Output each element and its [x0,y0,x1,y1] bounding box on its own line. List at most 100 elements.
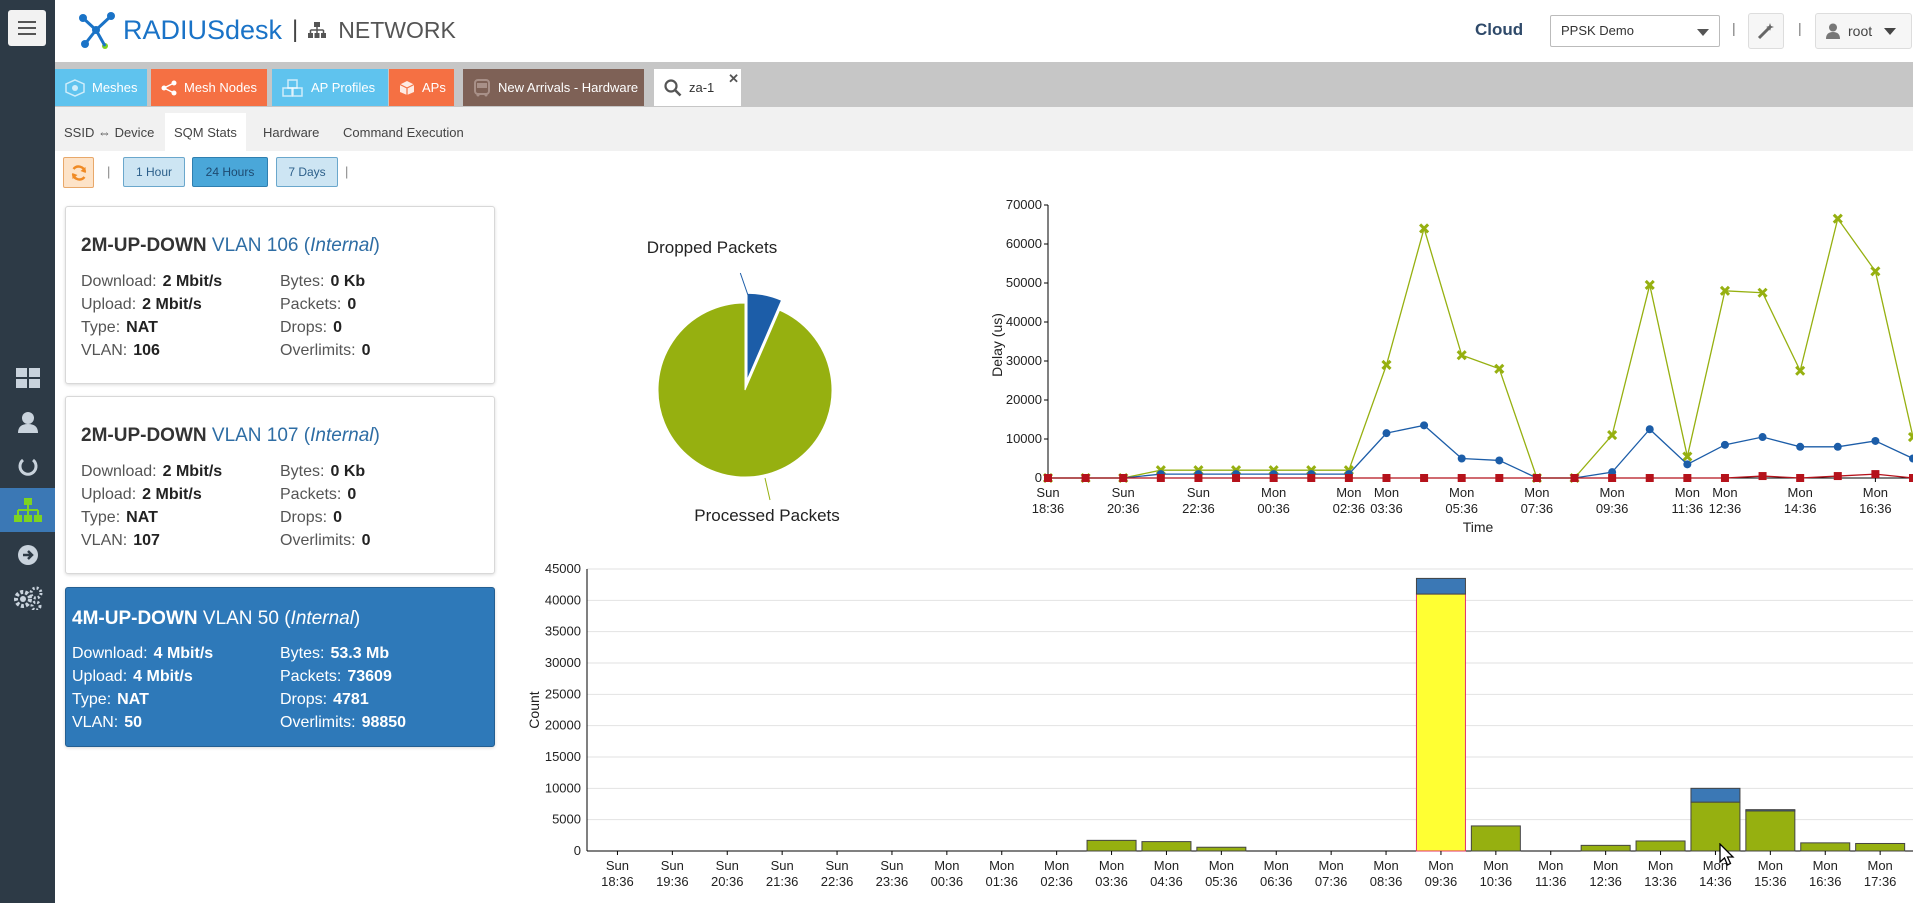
tab-aps[interactable]: APs [389,69,454,106]
packets-value: 73609 [347,668,392,685]
tab-mesh-nodes[interactable]: Mesh Nodes [151,69,267,106]
refresh-button[interactable] [63,157,94,188]
x-tick-label: Mon [934,858,959,873]
x-tick-label: Mon [1758,858,1783,873]
bytes-value: 53.3 Mb [330,645,390,662]
x-tick-label: 02:36 [1333,501,1366,516]
x-tick-label: 22:36 [821,874,854,889]
user-icon[interactable] [0,402,55,442]
bar [1800,842,1851,852]
x-tick-label: Mon [1319,858,1344,873]
x-tick-label: 14:36 [1784,501,1817,516]
dashboard-icon[interactable] [0,358,55,398]
bus-icon [474,78,490,96]
bar [1086,839,1137,852]
download-value: 2 Mbit/s [162,463,223,480]
bar [1580,844,1631,852]
subtab-command-execution[interactable]: Command Execution [343,124,464,140]
drops-value: 4781 [333,691,369,708]
y-tick-label: 15000 [545,749,581,764]
x-tick-label: Sun [716,858,739,873]
subtab-hardware[interactable]: Hardware [263,124,320,140]
subtab-sqm-stats[interactable]: SQM Stats [165,113,246,151]
x-tick-label: 07:36 [1315,874,1348,889]
x-tick-label: Mon [1154,858,1179,873]
line-point [1870,266,1881,277]
bar [1690,801,1741,852]
close-tab-icon[interactable]: ✕ [728,71,739,86]
network-sitemap-icon[interactable] [0,488,55,532]
x-tick-label: Mon [1264,858,1289,873]
line-point [1307,474,1316,482]
x-tick-label: 17:36 [1864,874,1897,889]
x-tick-label: Mon [1868,858,1893,873]
x-tick-label: Sun [661,858,684,873]
sqm-profile-card-selected[interactable]: 4M-UP-DOWN VLAN 50 (Internal) Download: 4… [65,587,495,747]
subtab-ssid-device[interactable]: SSID ⇔ Device [64,124,155,140]
cube-icon [399,80,415,95]
packets-value: 0 [347,296,357,313]
line-point [1796,474,1805,482]
x-tick-label: Mon [1703,858,1728,873]
realm-select[interactable]: PPSK Demo [1550,15,1720,47]
x-tick-label: Sun [1187,485,1210,500]
sqm-profile-card[interactable]: 2M-UP-DOWN VLAN 106 (Internal) Download:… [65,206,495,384]
line-point [1457,454,1466,463]
tab-ap-profiles[interactable]: AP Profiles [272,69,388,106]
tab-new-arrivals-hardware[interactable]: New Arrivals - Hardware [463,69,644,106]
line-point [1382,474,1391,482]
x-tick-label: 00:36 [1257,501,1290,516]
brand-name: RADIUSdesk [123,14,283,45]
y-tick-label: 40000 [545,592,581,607]
gears-icon[interactable] [0,578,55,618]
count-bar-chart: 0 5000 10000 15000 20000 25000 30000 35000 40000… [526,561,1913,889]
y-tick-label: 40000 [1006,314,1042,329]
x-tick-label: 03:36 [1370,501,1403,516]
x-tick-label: Mon [1099,858,1124,873]
power-icon[interactable] [0,446,55,486]
x-tick-label: 02:36 [1040,874,1073,889]
line-point [1720,440,1729,449]
x-tick-label: 14:36 [1699,874,1732,889]
tab-meshes[interactable]: Meshes [55,69,147,106]
x-tick-label: Mon [1044,858,1069,873]
y-tick-label: 30000 [545,655,581,670]
line-point [1570,474,1579,482]
drops-value: 0 [333,319,343,336]
x-tick-label: 19:36 [656,874,689,889]
y-tick-label: 50000 [1006,275,1042,290]
bytes-value: 0 Kb [330,463,366,480]
x-tick-label: Mon [1261,485,1286,500]
sqm-profile-card[interactable]: 2M-UP-DOWN VLAN 107 (Internal) Download:… [65,396,495,574]
bar [1745,809,1796,812]
x-tick-label: Sun [825,858,848,873]
magic-wand-button[interactable] [1748,13,1784,49]
user-menu-button[interactable]: root [1815,13,1912,49]
line-point [1909,454,1913,463]
x-tick-label: 03:36 [1095,874,1128,889]
x-tick-label: 21:36 [766,874,799,889]
line-point [1420,421,1429,430]
sitemap-icon [308,22,327,38]
packets-value: 0 [347,486,357,503]
y-tick-label: 20000 [1006,392,1042,407]
hamburger-menu-button[interactable] [8,10,46,46]
download-value: 4 Mbit/s [153,645,214,662]
bytes-value: 0 Kb [330,273,366,290]
1-hour-button[interactable]: 1 Hour [123,157,185,187]
line-point [1607,430,1618,441]
24-hours-button[interactable]: 24 Hours [192,157,268,187]
line-point [1645,474,1654,482]
chevron-down-icon [1884,27,1897,35]
y-tick-label: 5000 [552,812,581,827]
x-tick-label: 07:36 [1521,501,1554,516]
x-tick-label: Sun [1036,485,1059,500]
7-days-button[interactable]: 7 Days [276,157,338,187]
y-tick-label: 20000 [545,718,581,733]
tab-za-1[interactable]: za-1 ✕ [654,69,741,106]
line-point [1871,436,1880,445]
arrow-right-circle-icon[interactable] [0,535,55,575]
line-point [1232,474,1241,482]
bar [1690,787,1741,803]
y-axis-label: Delay (us) [989,313,1005,377]
